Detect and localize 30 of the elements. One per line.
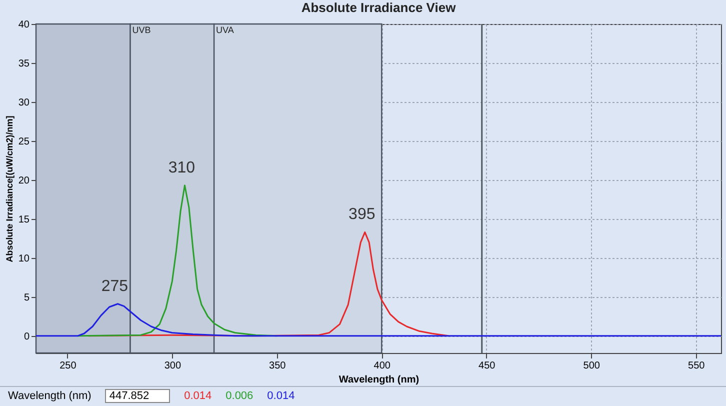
x-tick-label: 550	[688, 360, 706, 372]
y-tick-label: 35	[18, 58, 30, 70]
x-tick-label: 250	[60, 360, 77, 372]
text: 0.014	[184, 390, 212, 402]
x-tick-label: 500	[583, 360, 600, 372]
annotation: 310	[168, 159, 196, 176]
x-tick-label: 350	[269, 360, 286, 372]
line-series	[35, 303, 722, 337]
y-tick-label: 5	[24, 292, 30, 304]
band-label: UVB	[132, 25, 151, 35]
band-label: UVA	[216, 25, 234, 35]
text: 447.852	[105, 389, 170, 403]
y-tick-label: 30	[18, 97, 30, 108]
x-tick-label: 400	[374, 360, 391, 372]
annotation: 395	[348, 206, 376, 224]
y-tick-label: 0	[24, 331, 30, 342]
y-tick-label: 10	[18, 253, 30, 264]
annotation: 275	[101, 278, 128, 295]
y-tick-label: 15	[18, 214, 30, 226]
y-tick-label: 25	[18, 136, 30, 148]
x-tick-label: 300	[164, 360, 182, 372]
chart-title: Absolute Irradiance View	[301, 0, 457, 15]
y-tick-label: 40	[18, 20, 30, 30]
x-tick-label: 450	[478, 360, 496, 372]
text: 0.006	[226, 390, 254, 402]
y-tick-label: 20	[18, 175, 30, 186]
x-axis-title: Wavelength (nm)	[338, 374, 420, 386]
text: Wavelength (nm)	[8, 390, 92, 402]
text: 0.014	[267, 390, 295, 402]
y-axis-title: Absolute Irradiance[(uW/cm2)/nm]	[4, 116, 14, 262]
